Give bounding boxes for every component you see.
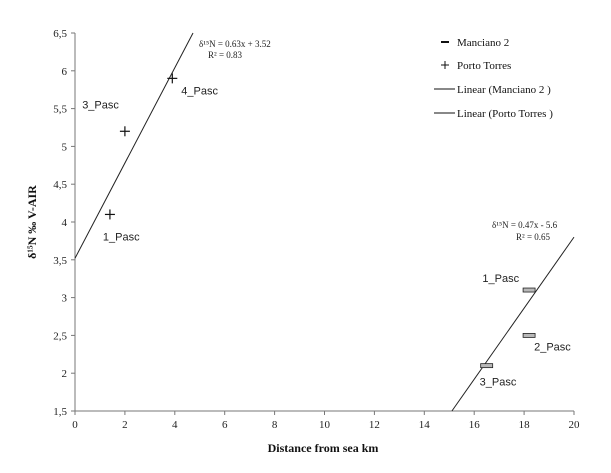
x-tick-label: 14 [419,419,431,431]
point-label: 1_Pasc [482,273,519,285]
point-labels: 3_Pasc 2_Pasc 1_Pasc 1_Pasc 3_Pasc 4_Pasc [82,85,571,388]
point-label: 1_Pasc [103,231,140,243]
x-tick-label: 12 [369,419,380,431]
x-tick-label: 18 [519,419,531,431]
point-label: 3_Pasc [480,377,517,389]
y-tick-label: 3,5 [53,255,67,267]
manciano-point [480,363,494,369]
point-label: 2_Pasc [534,341,571,353]
x-tick-label: 20 [569,419,581,431]
y-tick-label: 6,5 [53,28,67,40]
legend: Manciano 2 Porto Torres Linear (Manciano… [434,37,553,120]
legend-linear-manciano-label: Linear (Manciano 2 ) [457,84,551,96]
porto-torres-point [104,209,115,220]
trendlines [74,32,575,412]
x-tick-label: 2 [122,419,128,431]
x-tick-label: 8 [272,419,278,431]
legend-manciano-label: Manciano 2 [457,37,509,49]
y-tick-label: 4 [62,217,68,229]
porto-torres-equation: δ¹⁵N = 0.63x + 3.52 [199,39,271,49]
porto-torres-r2: R² = 0.83 [208,50,243,60]
trendline-manciano [451,236,575,412]
porto-torres-point [167,73,178,84]
trendline-porto-torres [74,32,194,259]
manciano-point [522,332,536,338]
y-tick-label: 1,5 [53,406,67,418]
y-tick-label: 5,5 [53,104,67,116]
x-axis-title: Distance from sea km [268,441,379,455]
legend-manciano-marker [441,41,449,43]
x-tick-label: 0 [72,419,78,431]
y-tick-label: 6 [62,66,68,78]
x-tick-label: 16 [469,419,481,431]
porto-torres-point [119,126,130,137]
x-tick-label: 4 [172,419,178,431]
point-label: 4_Pasc [181,85,218,97]
y-axis-title: δ¹⁵N ‰ V-AIR [25,185,39,259]
legend-linear-porto-torres-label: Linear (Porto Torres ) [457,108,553,120]
legend-porto-torres-marker [441,61,449,69]
manciano-r2: R² = 0.65 [516,232,551,242]
data-points [104,73,536,369]
y-tick-label: 2 [62,368,68,380]
point-label: 3_Pasc [82,99,119,111]
manciano-equation: δ¹⁵N = 0.47x - 5.6 [492,220,558,230]
axes: 0 2 4 6 8 10 12 14 16 18 20 1,5 2 2,5 3 3,5 4 4,5 5 5,5 6 6,5 [53,28,580,431]
y-tick-label: 2,5 [53,330,67,342]
y-tick-label: 3 [62,293,68,305]
y-tick-label: 5 [62,141,68,153]
legend-porto-torres-label: Porto Torres [457,60,511,72]
x-tick-label: 10 [319,419,331,431]
manciano-point [522,287,536,293]
x-tick-label: 6 [222,419,228,431]
y-tick-label: 4,5 [53,179,67,191]
